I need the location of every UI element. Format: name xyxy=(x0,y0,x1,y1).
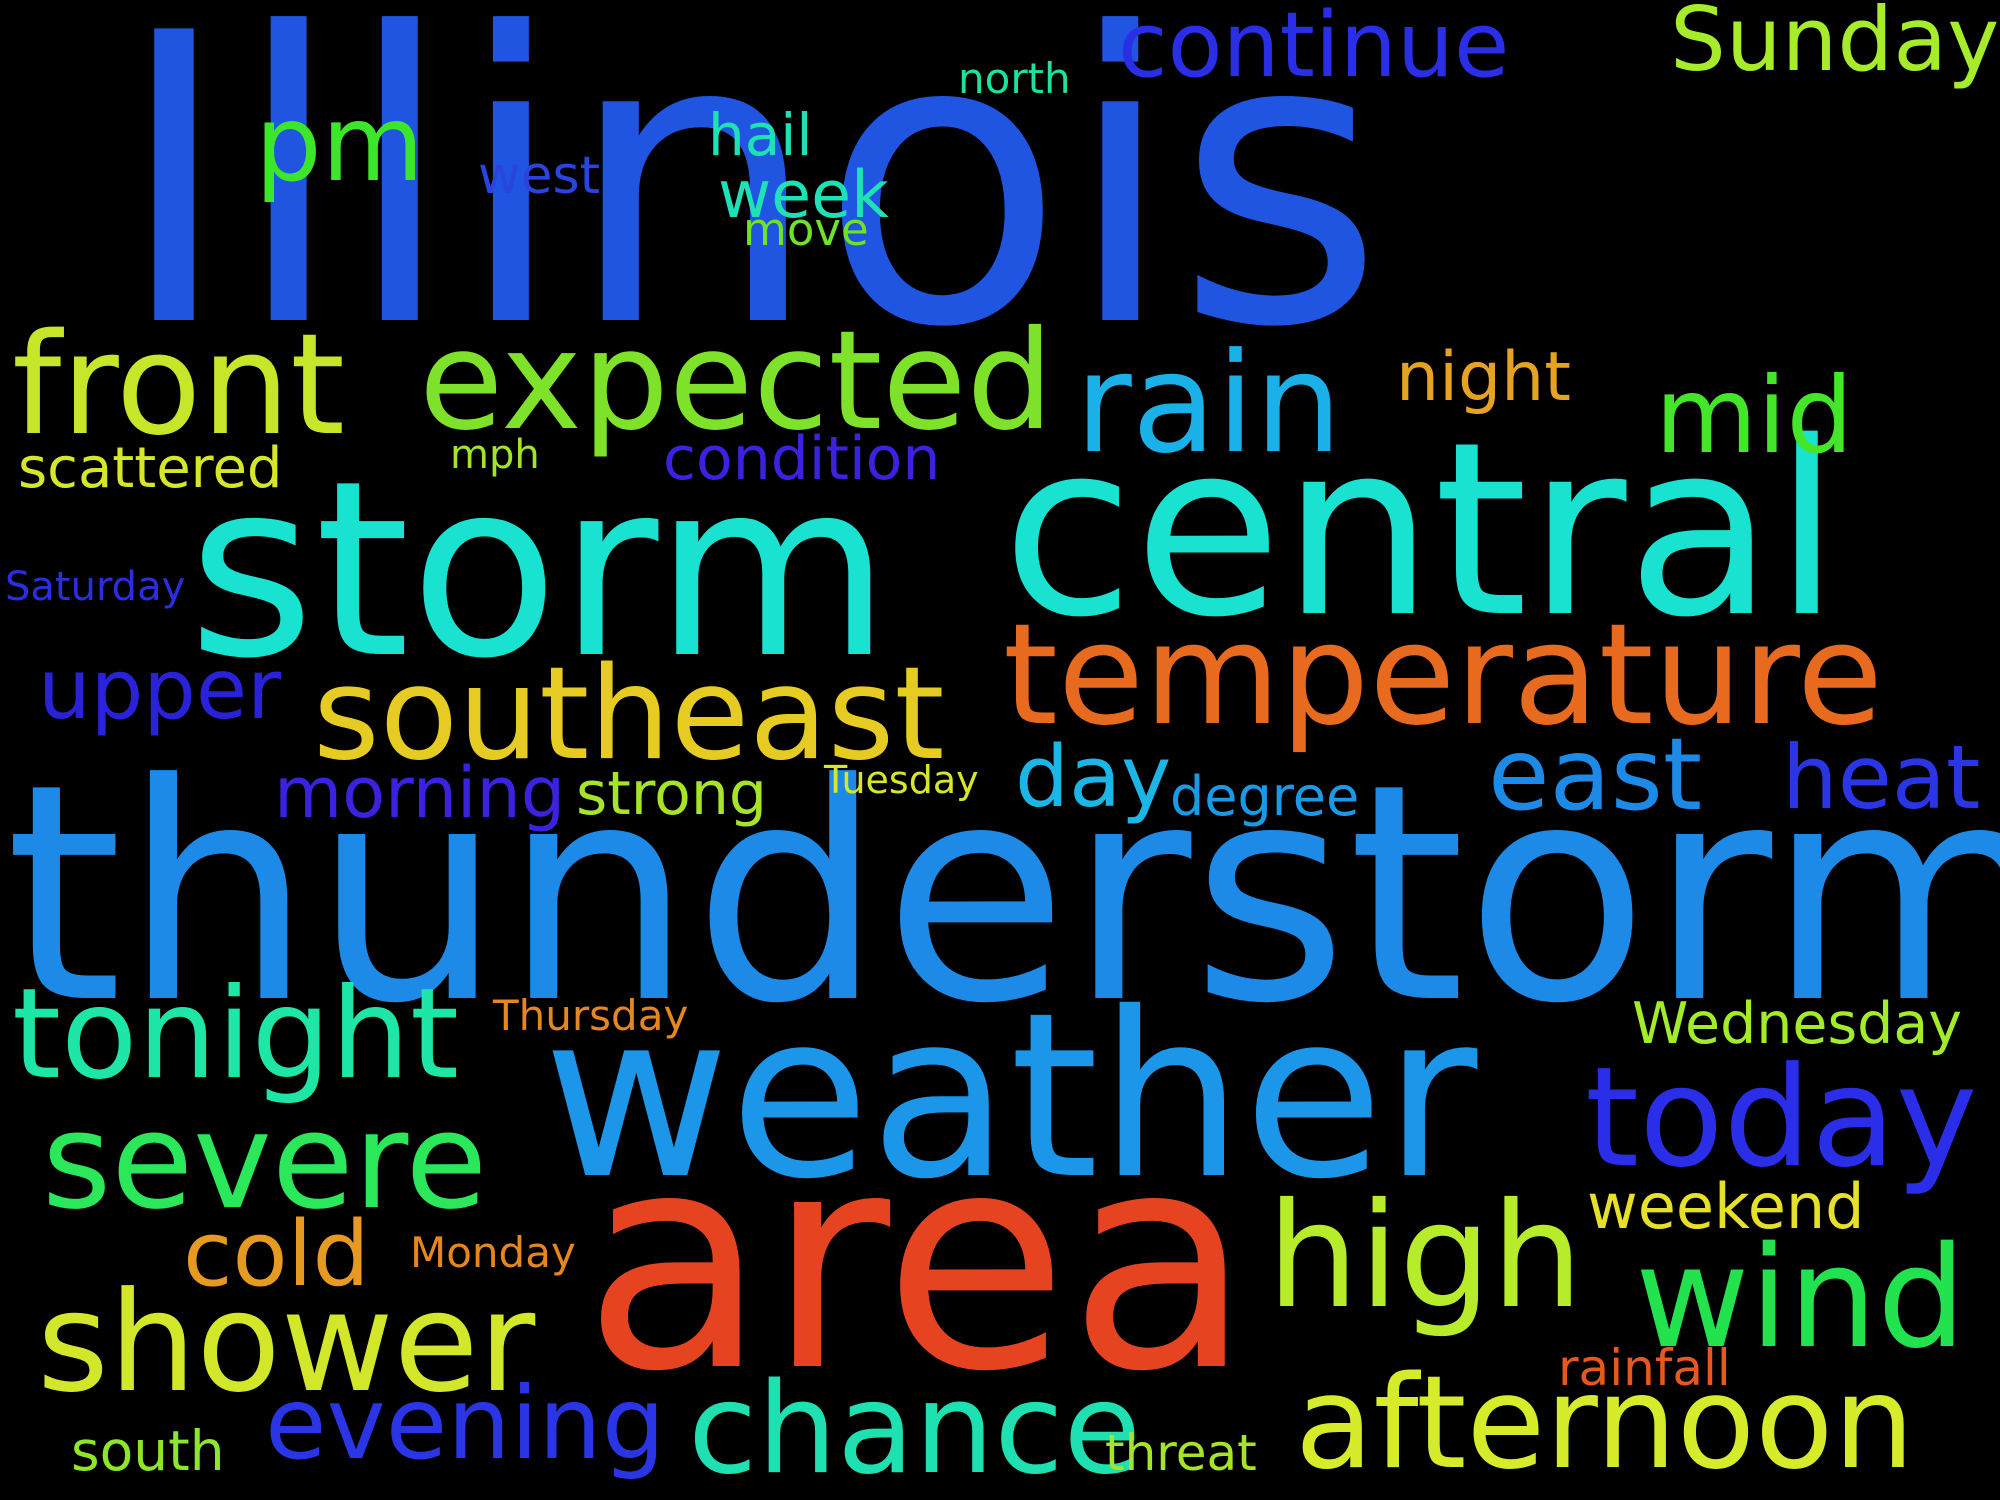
word-thursday: Thursday xyxy=(492,991,688,1040)
word-condition: condition xyxy=(663,424,940,494)
word-pm: pm xyxy=(255,83,424,205)
word-wednesday: Wednesday xyxy=(1632,991,1962,1057)
word-severe: severe xyxy=(42,1085,487,1239)
word-south: south xyxy=(71,1419,225,1483)
word-north: north xyxy=(958,54,1071,103)
word-monday: Monday xyxy=(410,1228,576,1277)
word-scattered: scattered xyxy=(18,436,282,501)
word-rainfall: rainfall xyxy=(1558,1339,1731,1397)
word-tuesday: Tuesday xyxy=(823,758,979,802)
word-week: week xyxy=(718,158,889,233)
word-east: east xyxy=(1488,716,1702,833)
word-evening: evening xyxy=(265,1365,665,1482)
word-storm: storm xyxy=(188,429,891,712)
word-tonight: tonight xyxy=(12,962,459,1107)
word-afternoon: afternoon xyxy=(1295,1349,1914,1498)
word-heat: heat xyxy=(1782,726,1980,829)
word-mph: mph xyxy=(450,432,540,478)
word-cold: cold xyxy=(183,1202,370,1307)
word-area: area xyxy=(583,1088,1252,1437)
word-wind: wind xyxy=(1635,1217,1966,1380)
word-mid: mid xyxy=(1655,355,1853,477)
word-high: high xyxy=(1267,1172,1583,1341)
word-rain: rain xyxy=(1075,323,1342,484)
word-illinois: Illinois xyxy=(115,0,1384,415)
word-temperature: temperature xyxy=(1003,594,1883,757)
word-morning: morning xyxy=(274,752,565,834)
word-threat: threat xyxy=(1105,1424,1257,1482)
word-central: central xyxy=(1002,390,1840,670)
word-thunderstorm: thunderstorm xyxy=(5,720,2000,1069)
word-upper: upper xyxy=(38,641,282,738)
word-sunday: Sunday xyxy=(1670,0,1999,91)
word-saturday: Saturday xyxy=(5,564,185,610)
word-hail: hail xyxy=(708,101,813,169)
word-today: today xyxy=(1585,1037,1977,1198)
word-west: west xyxy=(478,146,600,206)
word-night: night xyxy=(1396,338,1571,417)
word-day: day xyxy=(1015,728,1171,827)
word-southeast: southeast xyxy=(313,640,945,789)
word-front: front xyxy=(12,304,345,467)
word-weekend: weekend xyxy=(1587,1170,1865,1243)
word-strong: strong xyxy=(576,759,767,829)
word-continue: continue xyxy=(1118,0,1509,98)
word-move: move xyxy=(743,203,869,256)
word-shower: shower xyxy=(37,1262,536,1423)
word-expected: expected xyxy=(419,302,1054,461)
word-degree: degree xyxy=(1170,765,1359,828)
word-chance: chance xyxy=(688,1355,1141,1500)
word-weather: weather xyxy=(543,963,1478,1229)
